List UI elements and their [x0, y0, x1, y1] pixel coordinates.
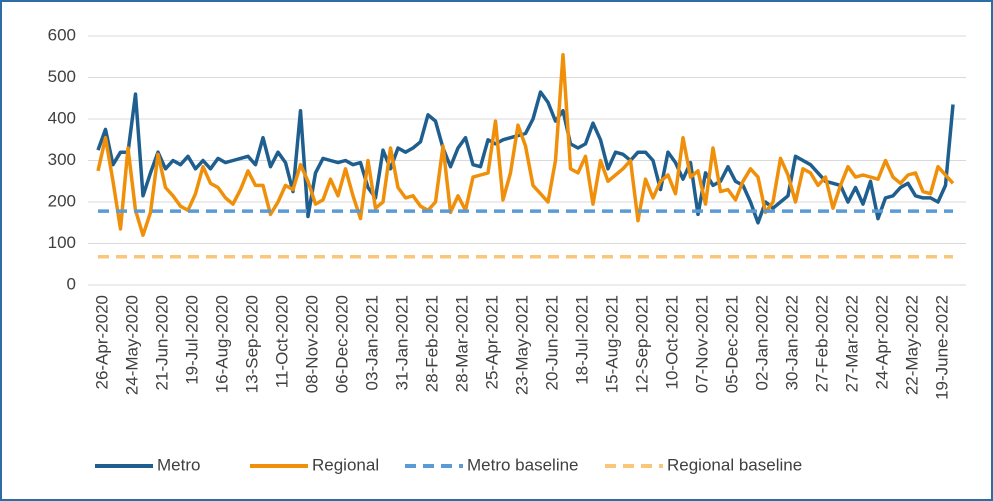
- x-tick-label: 22-May-2022: [902, 295, 921, 395]
- x-tick-label: 03-Jan-2021: [362, 295, 381, 390]
- y-tick-label: 200: [48, 191, 76, 210]
- x-tick-label: 06-Dec-2020: [332, 295, 351, 393]
- legend-label: Metro baseline: [467, 455, 579, 474]
- y-tick-label: 500: [48, 67, 76, 86]
- x-tick-label: 13-Sep-2020: [242, 295, 261, 393]
- y-tick-label: 300: [48, 150, 76, 169]
- x-tick-label: 20-Jun-2021: [542, 295, 561, 390]
- x-tick-label: 18-Jul-2021: [572, 295, 591, 385]
- series-line: [96, 90, 955, 225]
- legend-label: Metro: [157, 455, 200, 474]
- x-tick-label: 08-Nov-2020: [302, 295, 321, 393]
- x-tick-label: 16-Aug-2020: [212, 295, 231, 393]
- x-tick-label: 11-Oct-2020: [272, 295, 291, 388]
- x-tick-label: 30-Jan-2022: [782, 295, 801, 390]
- x-tick-label: 05-Dec-2021: [722, 295, 741, 393]
- x-tick-label: 12-Sep-2021: [632, 295, 651, 393]
- y-tick-label: 100: [48, 233, 76, 252]
- x-tick-label: 25-Apr-2021: [482, 295, 501, 390]
- x-tick-label: 28-Mar-2021: [452, 295, 471, 392]
- legend-label: Regional baseline: [667, 455, 802, 474]
- x-tick-label: 15-Aug-2021: [602, 295, 621, 393]
- x-tick-label: 07-Nov-2021: [692, 295, 711, 393]
- legend-label: Regional: [312, 455, 379, 474]
- y-tick-label: 600: [48, 25, 76, 44]
- y-tick-label: 0: [67, 274, 76, 293]
- x-tick-label: 26-Apr-2020: [92, 295, 111, 390]
- y-tick-label: 400: [48, 108, 76, 127]
- x-tick-label: 27-Feb-2022: [812, 295, 831, 392]
- x-tick-label: 28-Feb-2021: [422, 295, 441, 392]
- x-tick-label: 27-Mar-2022: [842, 295, 861, 392]
- series-line: [96, 52, 955, 237]
- x-tick-label: 21-Jun-2020: [152, 295, 171, 390]
- x-tick-label: 23-May-2021: [512, 295, 531, 395]
- x-tick-label: 31-Jan-2021: [392, 295, 411, 390]
- x-tick-label: 19-Jul-2020: [182, 295, 201, 385]
- x-tick-label: 24-Apr-2022: [872, 295, 891, 390]
- x-tick-label: 24-May-2020: [122, 295, 141, 395]
- x-tick-label: 02-Jan-2022: [752, 295, 771, 390]
- x-tick-label: 19-June-2022: [932, 295, 951, 400]
- x-tick-label: 10-Oct-2021: [662, 295, 681, 390]
